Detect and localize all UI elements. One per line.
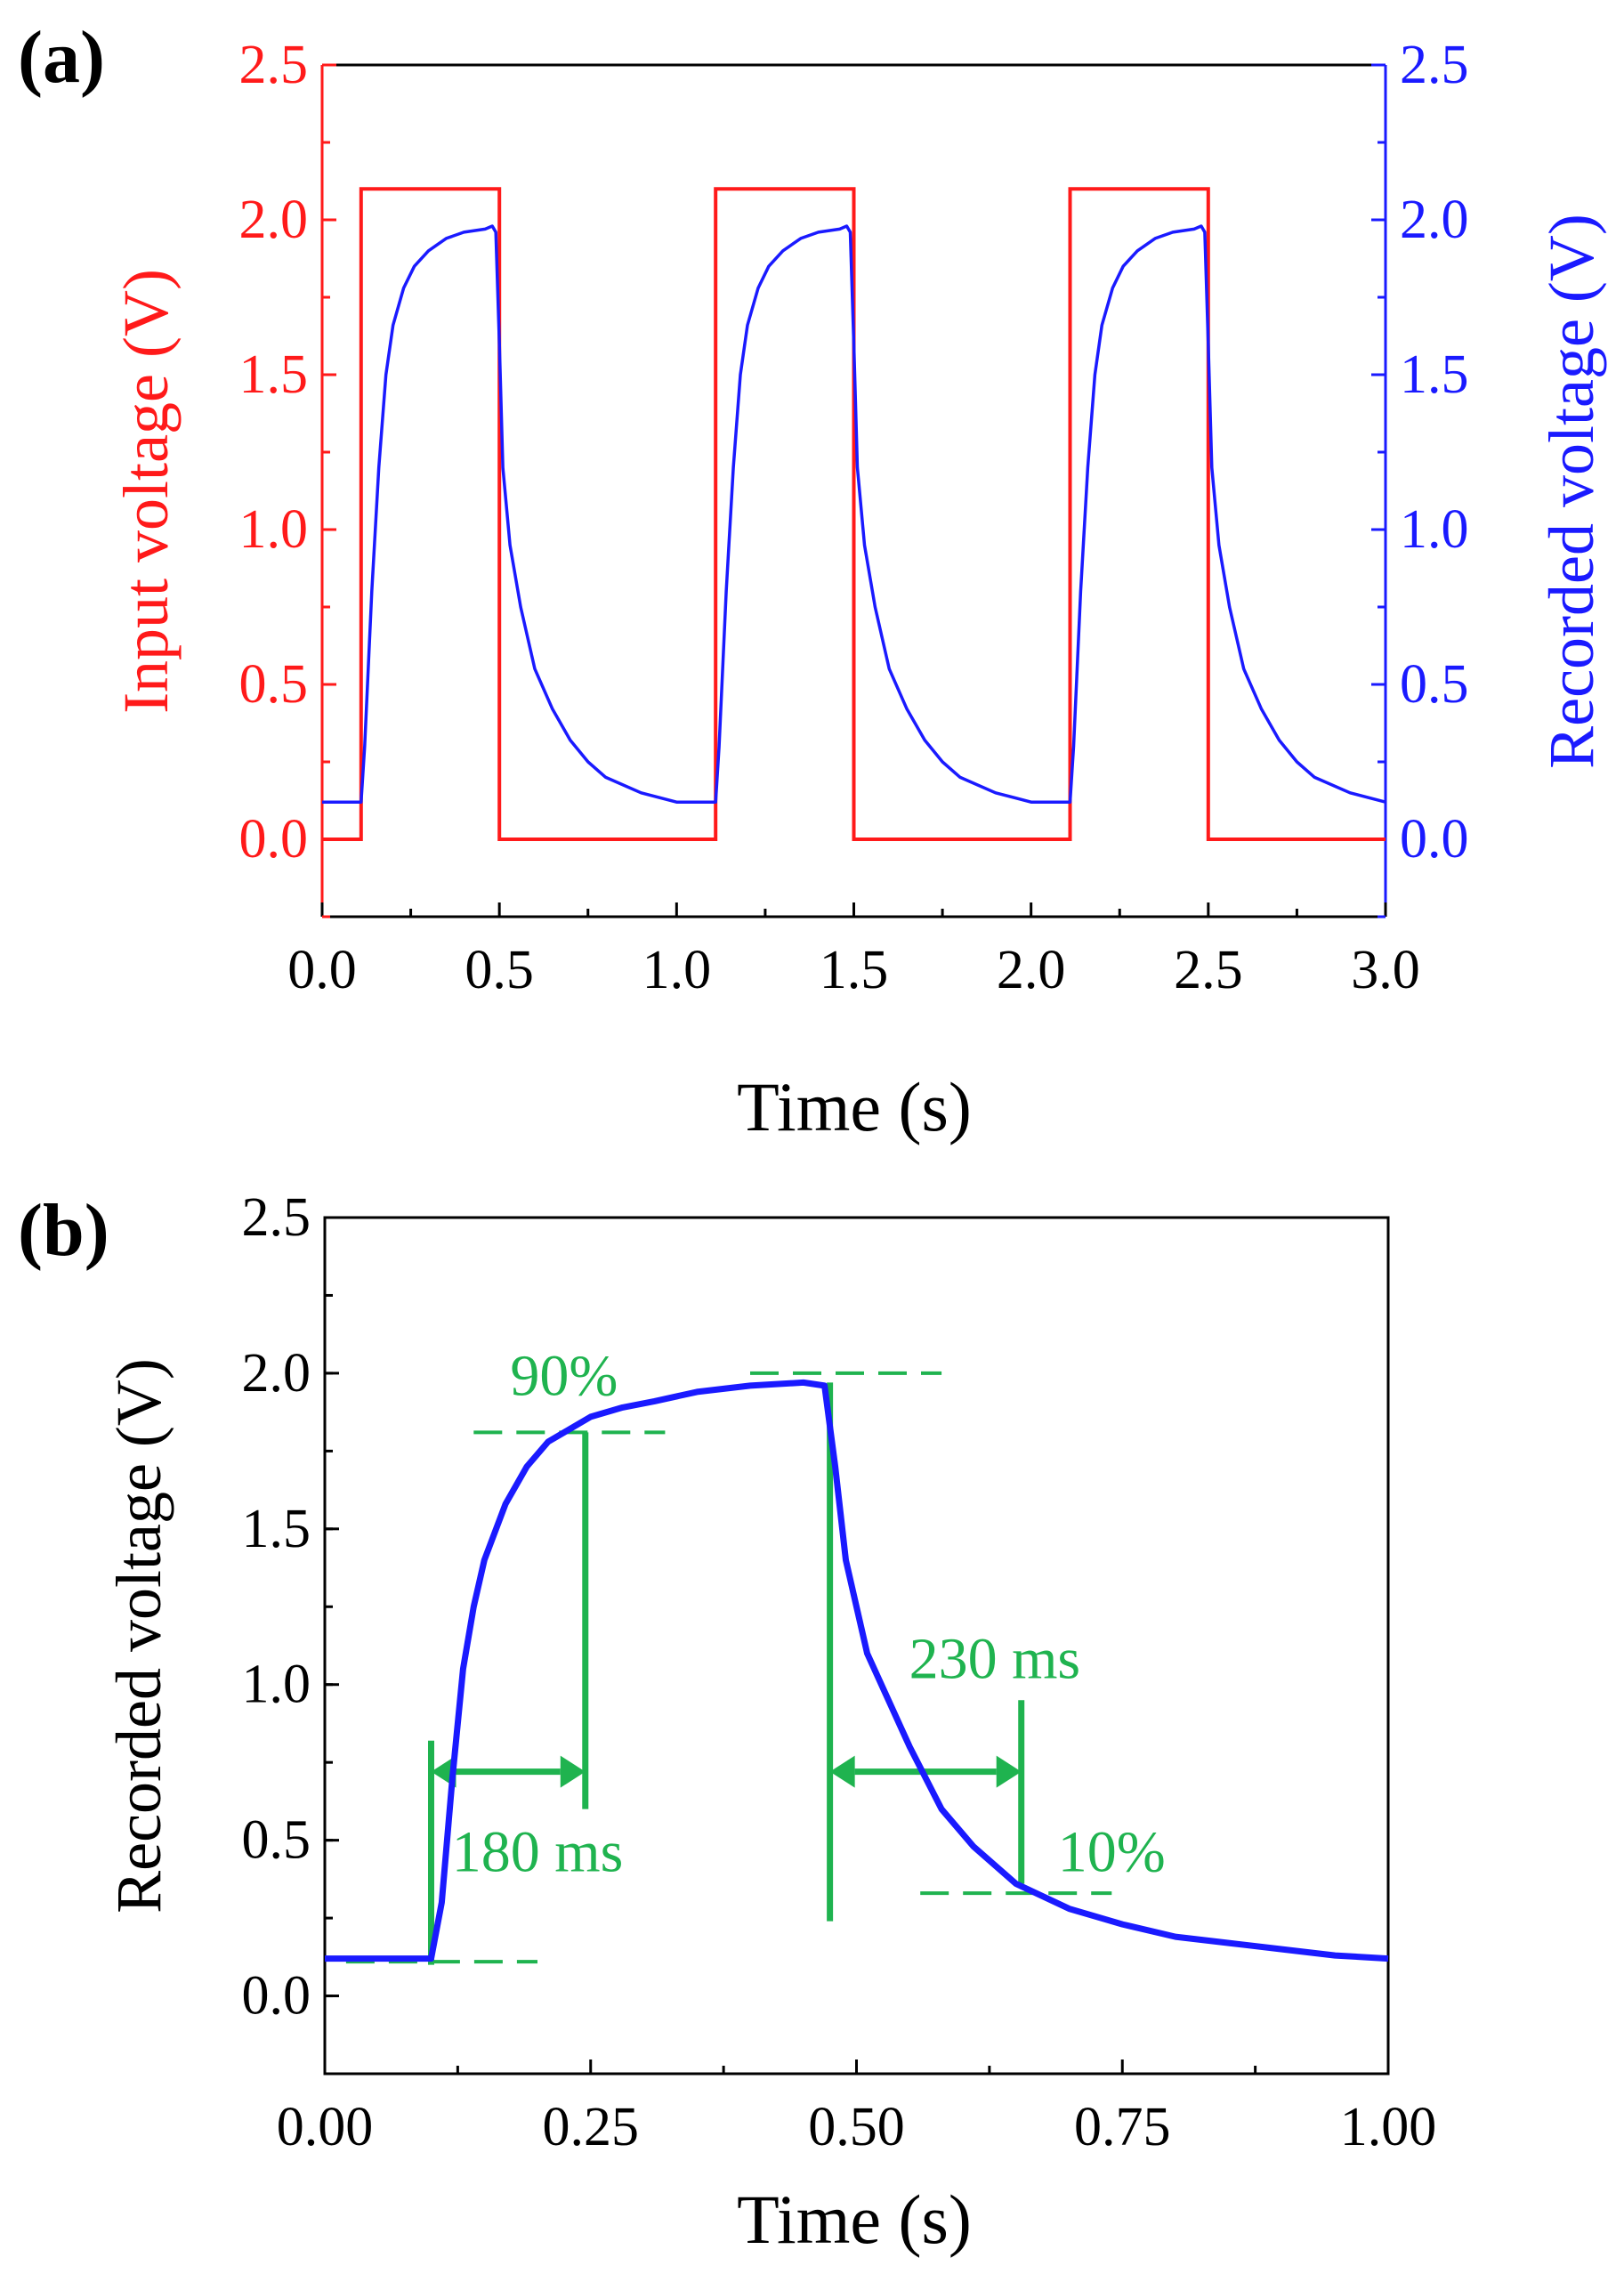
panel-a-x-tick-label: 1.5 [820, 940, 889, 1000]
panel-b-y-tick-label: 1.5 [242, 1499, 311, 1559]
panel-a: (a) 0.0 0.5 1.0 1.5 2.0 2.5 3.0 0.0 0.5 1.0 1.5 2.… [18, 16, 1607, 1145]
panel-a-right-y-tick-label: 1.0 [1400, 499, 1469, 560]
panel-a-right-y-tick-label: 2.5 [1400, 35, 1469, 95]
ten-percent-label: 10% [1058, 1820, 1166, 1885]
panel-b: (b) 0.00 0.25 0.50 0.75 1.00 0.0 0.5 1.0 1.5 2.0… [18, 1187, 1436, 2258]
panel-a-x-tick-label: 1.0 [642, 940, 712, 1000]
panel-a-left-y-ticks: 0.0 0.5 1.0 1.5 2.0 2.5 [239, 35, 336, 918]
panel-b-y-tick-label: 0.0 [242, 1966, 311, 2027]
panel-b-y-tick-label: 2.0 [242, 1343, 311, 1404]
input-voltage-line [322, 187, 1386, 841]
panel-a-left-y-tick-label: 2.0 [239, 190, 309, 250]
panel-a-left-y-tick-label: 1.5 [239, 344, 309, 405]
panel-a-left-y-tick-label: 0.0 [239, 809, 309, 870]
panel-b-x-label: Time (s) [737, 2181, 972, 2258]
panel-a-x-tick-label: 3.0 [1351, 940, 1420, 1000]
panel-a-right-y-tick-label: 0.5 [1400, 654, 1469, 715]
panel-a-right-y-tick-label: 1.5 [1400, 344, 1469, 405]
panel-a-right-y-tick-label: 2.0 [1400, 190, 1469, 250]
panel-b-x-ticks: 0.00 0.25 0.50 0.75 1.00 [277, 2059, 1437, 2157]
panel-b-y-label: Recorded voltage (V) [103, 1358, 174, 1914]
panel-b-x-tick-label: 0.50 [808, 2097, 905, 2157]
panel-a-x-label: Time (s) [737, 1068, 972, 1145]
panel-b-x-tick-label: 0.75 [1074, 2097, 1171, 2157]
panel-a-left-y-tick-label: 1.0 [239, 499, 309, 560]
panel-b-y-tick-label: 1.0 [242, 1655, 311, 1715]
ninety-percent-label: 90% [510, 1343, 618, 1408]
panel-a-left-y-tick-label: 0.5 [239, 654, 309, 715]
fall-time-arrow-head-left [829, 1755, 855, 1788]
panel-b-y-ticks: 0.0 0.5 1.0 1.5 2.0 2.5 [242, 1187, 339, 2076]
panel-a-label: (a) [18, 16, 105, 99]
fall-time-label: 230 ms [909, 1627, 1081, 1692]
panel-b-x-tick-label: 0.25 [543, 2097, 640, 2157]
panel-b-annotations: 180 ms 230 ms 90% 10% [345, 1343, 1166, 1965]
panel-a-right-y-label: Recorded voltage (V) [1536, 214, 1607, 769]
panel-b-y-tick-label: 0.5 [242, 1810, 311, 1871]
recorded-voltage-line-b [325, 1379, 1389, 1962]
panel-a-left-y-tick-label: 2.5 [239, 35, 309, 95]
panel-a-x-tick-label: 0.5 [465, 940, 534, 1000]
panel-a-right-y-tick-label: 0.0 [1400, 809, 1469, 870]
panel-b-y-tick-label: 2.5 [242, 1187, 311, 1248]
panel-b-x-tick-label: 1.00 [1340, 2097, 1437, 2157]
fall-time-arrow-head-right [996, 1755, 1022, 1788]
panel-a-x-ticks: 0.0 0.5 1.0 1.5 2.0 2.5 3.0 [287, 902, 1420, 1000]
panel-b-label: (b) [18, 1189, 109, 1272]
rise-time-label: 180 ms [452, 1820, 624, 1885]
rise-time-arrow-head-right [560, 1755, 586, 1788]
panel-a-right-y-ticks: 0.0 0.5 1.0 1.5 2.0 2.5 [1371, 35, 1469, 918]
panel-a-x-tick-label: 0.0 [287, 940, 357, 1000]
panel-a-x-tick-label: 2.5 [1174, 940, 1243, 1000]
panel-a-left-y-label: Input voltage (V) [110, 269, 182, 714]
panel-b-x-tick-label: 0.00 [277, 2097, 374, 2157]
panel-a-x-tick-label: 2.0 [997, 940, 1066, 1000]
recorded-voltage-line-a [322, 224, 1386, 804]
